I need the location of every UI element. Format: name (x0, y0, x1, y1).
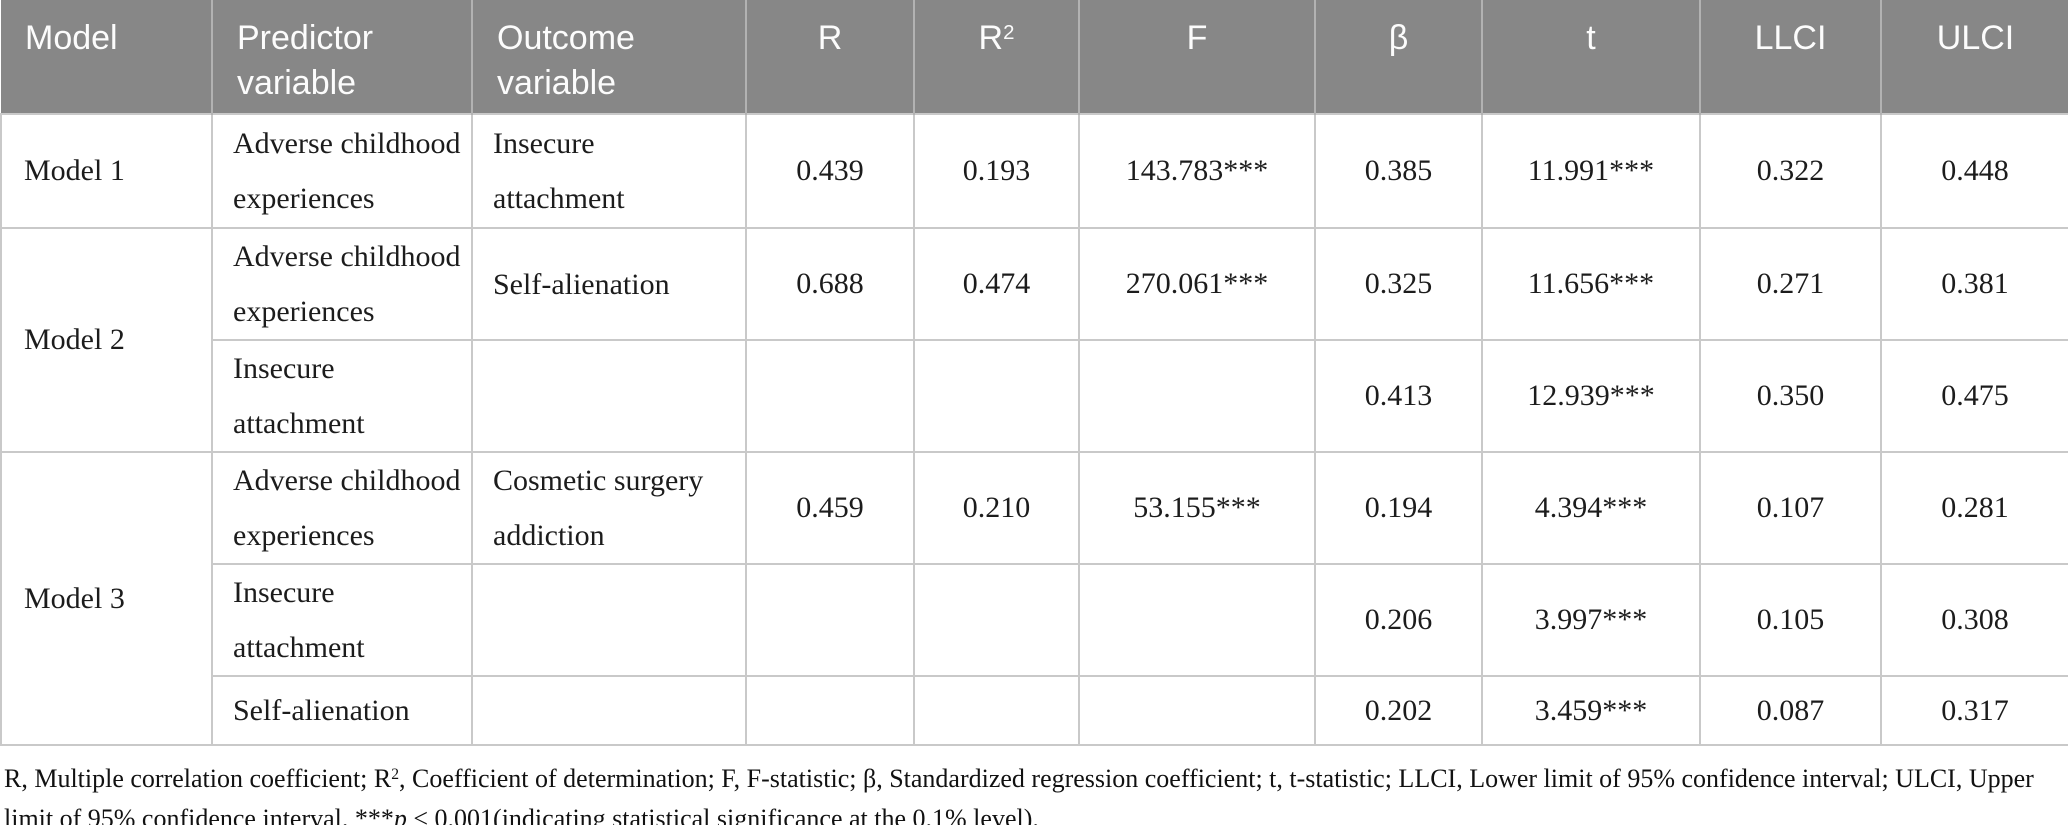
cell-r-empty (745, 675, 915, 746)
table-row-model3a: Model 3 Adverse childhood experiences Co… (0, 451, 2068, 746)
footnote-text: , Coefficient of determination; F, F-sta… (4, 764, 2034, 825)
cell-r-empty (745, 563, 915, 677)
cell-ulci: 0.317 (1880, 675, 2068, 746)
table-row-model3b: Insecure attachment 0.206 3.997*** 0.105… (1, 563, 2068, 677)
header-row: Model Predictor variable Outcome variabl… (1, 0, 2068, 114)
cell-r: 0.439 (745, 113, 915, 229)
cell-t: 4.394*** (1481, 451, 1701, 565)
table-row-model2a: Model 2 Adverse childhood experiences Se… (0, 227, 2068, 453)
col-header-ulci: ULCI (1881, 0, 2068, 114)
footnote-p-symbol: p (393, 804, 407, 825)
cell-r: 0.459 (745, 451, 915, 565)
footnote-superscript: 2 (391, 766, 400, 784)
col-header-outcome: Outcome variable (472, 0, 747, 114)
cell-ulci: 0.281 (1880, 451, 2068, 565)
cell-line: Adverse childhood (233, 127, 461, 160)
col-header-llci: LLCI (1700, 0, 1882, 114)
cell-t: 3.997*** (1481, 563, 1701, 677)
cell-predictor: Adverse childhood experiences (211, 451, 473, 565)
cell-f: 53.155*** (1078, 451, 1316, 565)
cell-llci: 0.271 (1699, 227, 1882, 341)
r-squared-sup: 2 (1003, 21, 1015, 44)
cell-outcome-empty (471, 339, 747, 453)
cell-r-squared: 0.210 (913, 451, 1080, 565)
cell-ulci: 0.308 (1880, 563, 2068, 677)
cell-outcome-empty (471, 563, 747, 677)
cell-predictor: Adverse childhood experiences (211, 227, 473, 341)
cell-t: 11.656*** (1481, 227, 1701, 341)
cell-outcome: Insecure attachment (471, 113, 747, 229)
cell-ulci: 0.475 (1880, 339, 2068, 453)
cell-llci: 0.322 (1699, 113, 1882, 229)
cell-r: 0.688 (745, 227, 915, 341)
cell-f: 270.061*** (1078, 227, 1316, 341)
cell-line: addiction (493, 519, 605, 552)
cell-r-empty (745, 339, 915, 453)
cell-beta: 0.385 (1314, 113, 1483, 229)
cell-predictor: Adverse childhood experiences (211, 113, 473, 229)
cell-predictor: Insecure attachment (211, 563, 473, 677)
footnote-text: < 0.001(indicating statistical significa… (406, 804, 1039, 825)
col-header-f: F (1079, 0, 1316, 114)
cell-f: 143.783*** (1078, 113, 1316, 229)
cell-line: experiences (233, 182, 375, 215)
cell-line: attachment (493, 182, 625, 215)
cell-line: attachment (233, 631, 365, 664)
cell-t: 3.459*** (1481, 675, 1701, 746)
cell-r-squared: 0.193 (913, 113, 1080, 229)
table-row-model2b: Insecure attachment 0.413 12.939*** 0.35… (1, 339, 2068, 453)
cell-line: experiences (233, 519, 375, 552)
cell-line: experiences (233, 295, 375, 328)
cell-line: Self-alienation (493, 267, 670, 301)
cell-beta: 0.194 (1314, 451, 1483, 565)
col-header-model: Model (1, 0, 213, 114)
cell-llci: 0.105 (1699, 563, 1882, 677)
col-header-predictor: Predictor variable (212, 0, 473, 114)
cell-line: Insecure (493, 127, 595, 160)
cell-predictor: Self-alienation (211, 675, 473, 746)
cell-t: 12.939*** (1481, 339, 1701, 453)
cell-llci: 0.087 (1699, 675, 1882, 746)
footnote-text: R, Multiple correlation coefficient; R (4, 764, 392, 793)
cell-outcome: Self-alienation (471, 227, 747, 341)
cell-predictor: Insecure attachment (211, 339, 473, 453)
cell-beta: 0.325 (1314, 227, 1483, 341)
table-row-model1: Model 1 Adverse childhood experiences In… (0, 113, 2068, 229)
cell-line: Insecure (233, 576, 335, 609)
cell-f-empty (1078, 675, 1316, 746)
cell-beta: 0.206 (1314, 563, 1483, 677)
cell-ulci: 0.448 (1880, 113, 2068, 229)
cell-line: Adverse childhood (233, 240, 461, 273)
col-header-r-squared: R2 (914, 0, 1080, 114)
cell-llci: 0.350 (1699, 339, 1882, 453)
cell-r-squared-empty (913, 675, 1080, 746)
cell-ulci: 0.381 (1880, 227, 2068, 341)
cell-r-squared: 0.474 (913, 227, 1080, 341)
regression-table: Model Predictor variable Outcome variabl… (0, 0, 2068, 746)
table-row-model3c: Self-alienation 0.202 3.459*** 0.087 0.3… (1, 675, 2068, 746)
cell-outcome-empty (471, 675, 747, 746)
cell-beta: 0.413 (1314, 339, 1483, 453)
cell-line: Cosmetic surgery (493, 464, 704, 497)
cell-outcome: Cosmetic surgery addiction (471, 451, 747, 565)
cell-llci: 0.107 (1699, 451, 1882, 565)
cell-line: attachment (233, 407, 365, 440)
cell-beta: 0.202 (1314, 675, 1483, 746)
cell-f-empty (1078, 563, 1316, 677)
cell-t: 11.991*** (1481, 113, 1701, 229)
cell-model-label: Model 1 (0, 113, 213, 229)
r-squared-base: R (978, 19, 1004, 57)
cell-r-squared-empty (913, 339, 1080, 453)
cell-line: Adverse childhood (233, 464, 461, 497)
cell-model-label: Model 3 (0, 451, 213, 746)
table-footnote: R, Multiple correlation coefficient; R2,… (4, 759, 2064, 825)
cell-model-label: Model 2 (0, 227, 213, 453)
cell-r-squared-empty (913, 563, 1080, 677)
cell-line: Self-alienation (233, 694, 410, 727)
cell-f-empty (1078, 339, 1316, 453)
col-header-beta: β (1315, 0, 1483, 114)
col-header-t: t (1482, 0, 1701, 114)
cell-line: Insecure (233, 352, 335, 385)
col-header-r: R (746, 0, 915, 114)
